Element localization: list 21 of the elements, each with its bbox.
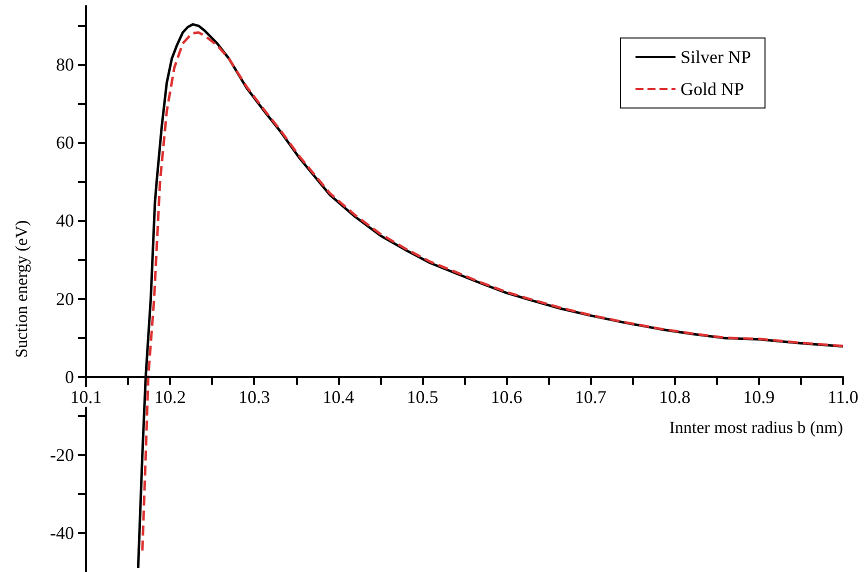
- y-tick-label: 60: [56, 132, 74, 153]
- y-tick-label: 0: [65, 366, 74, 387]
- y-tick-label: 40: [56, 210, 74, 231]
- x-tick-label: 10.4: [322, 386, 354, 407]
- y-tick-label: 20: [56, 288, 74, 309]
- legend-label: Gold NP: [680, 79, 744, 99]
- x-tick-label: 10.6: [490, 386, 522, 407]
- y-tick-label: 80: [56, 54, 74, 75]
- x-axis-title: Innter most radius b (nm): [669, 418, 843, 437]
- x-tick-label: 10.3: [238, 386, 270, 407]
- x-tick-label: 10.7: [574, 386, 606, 407]
- x-tick-label: 10.9: [743, 386, 775, 407]
- x-tick-label: 10.8: [659, 386, 691, 407]
- x-tick-label: 11.0: [828, 386, 858, 407]
- x-tick-label: 10.2: [154, 386, 186, 407]
- y-tick-label: -20: [50, 444, 74, 465]
- y-tick-label: -40: [50, 522, 74, 543]
- legend-label: Silver NP: [680, 47, 752, 67]
- x-tick-label: 10.5: [406, 386, 438, 407]
- x-tick-label: 10.1: [70, 386, 102, 407]
- y-axis-title: Suction energy (eV): [12, 220, 31, 358]
